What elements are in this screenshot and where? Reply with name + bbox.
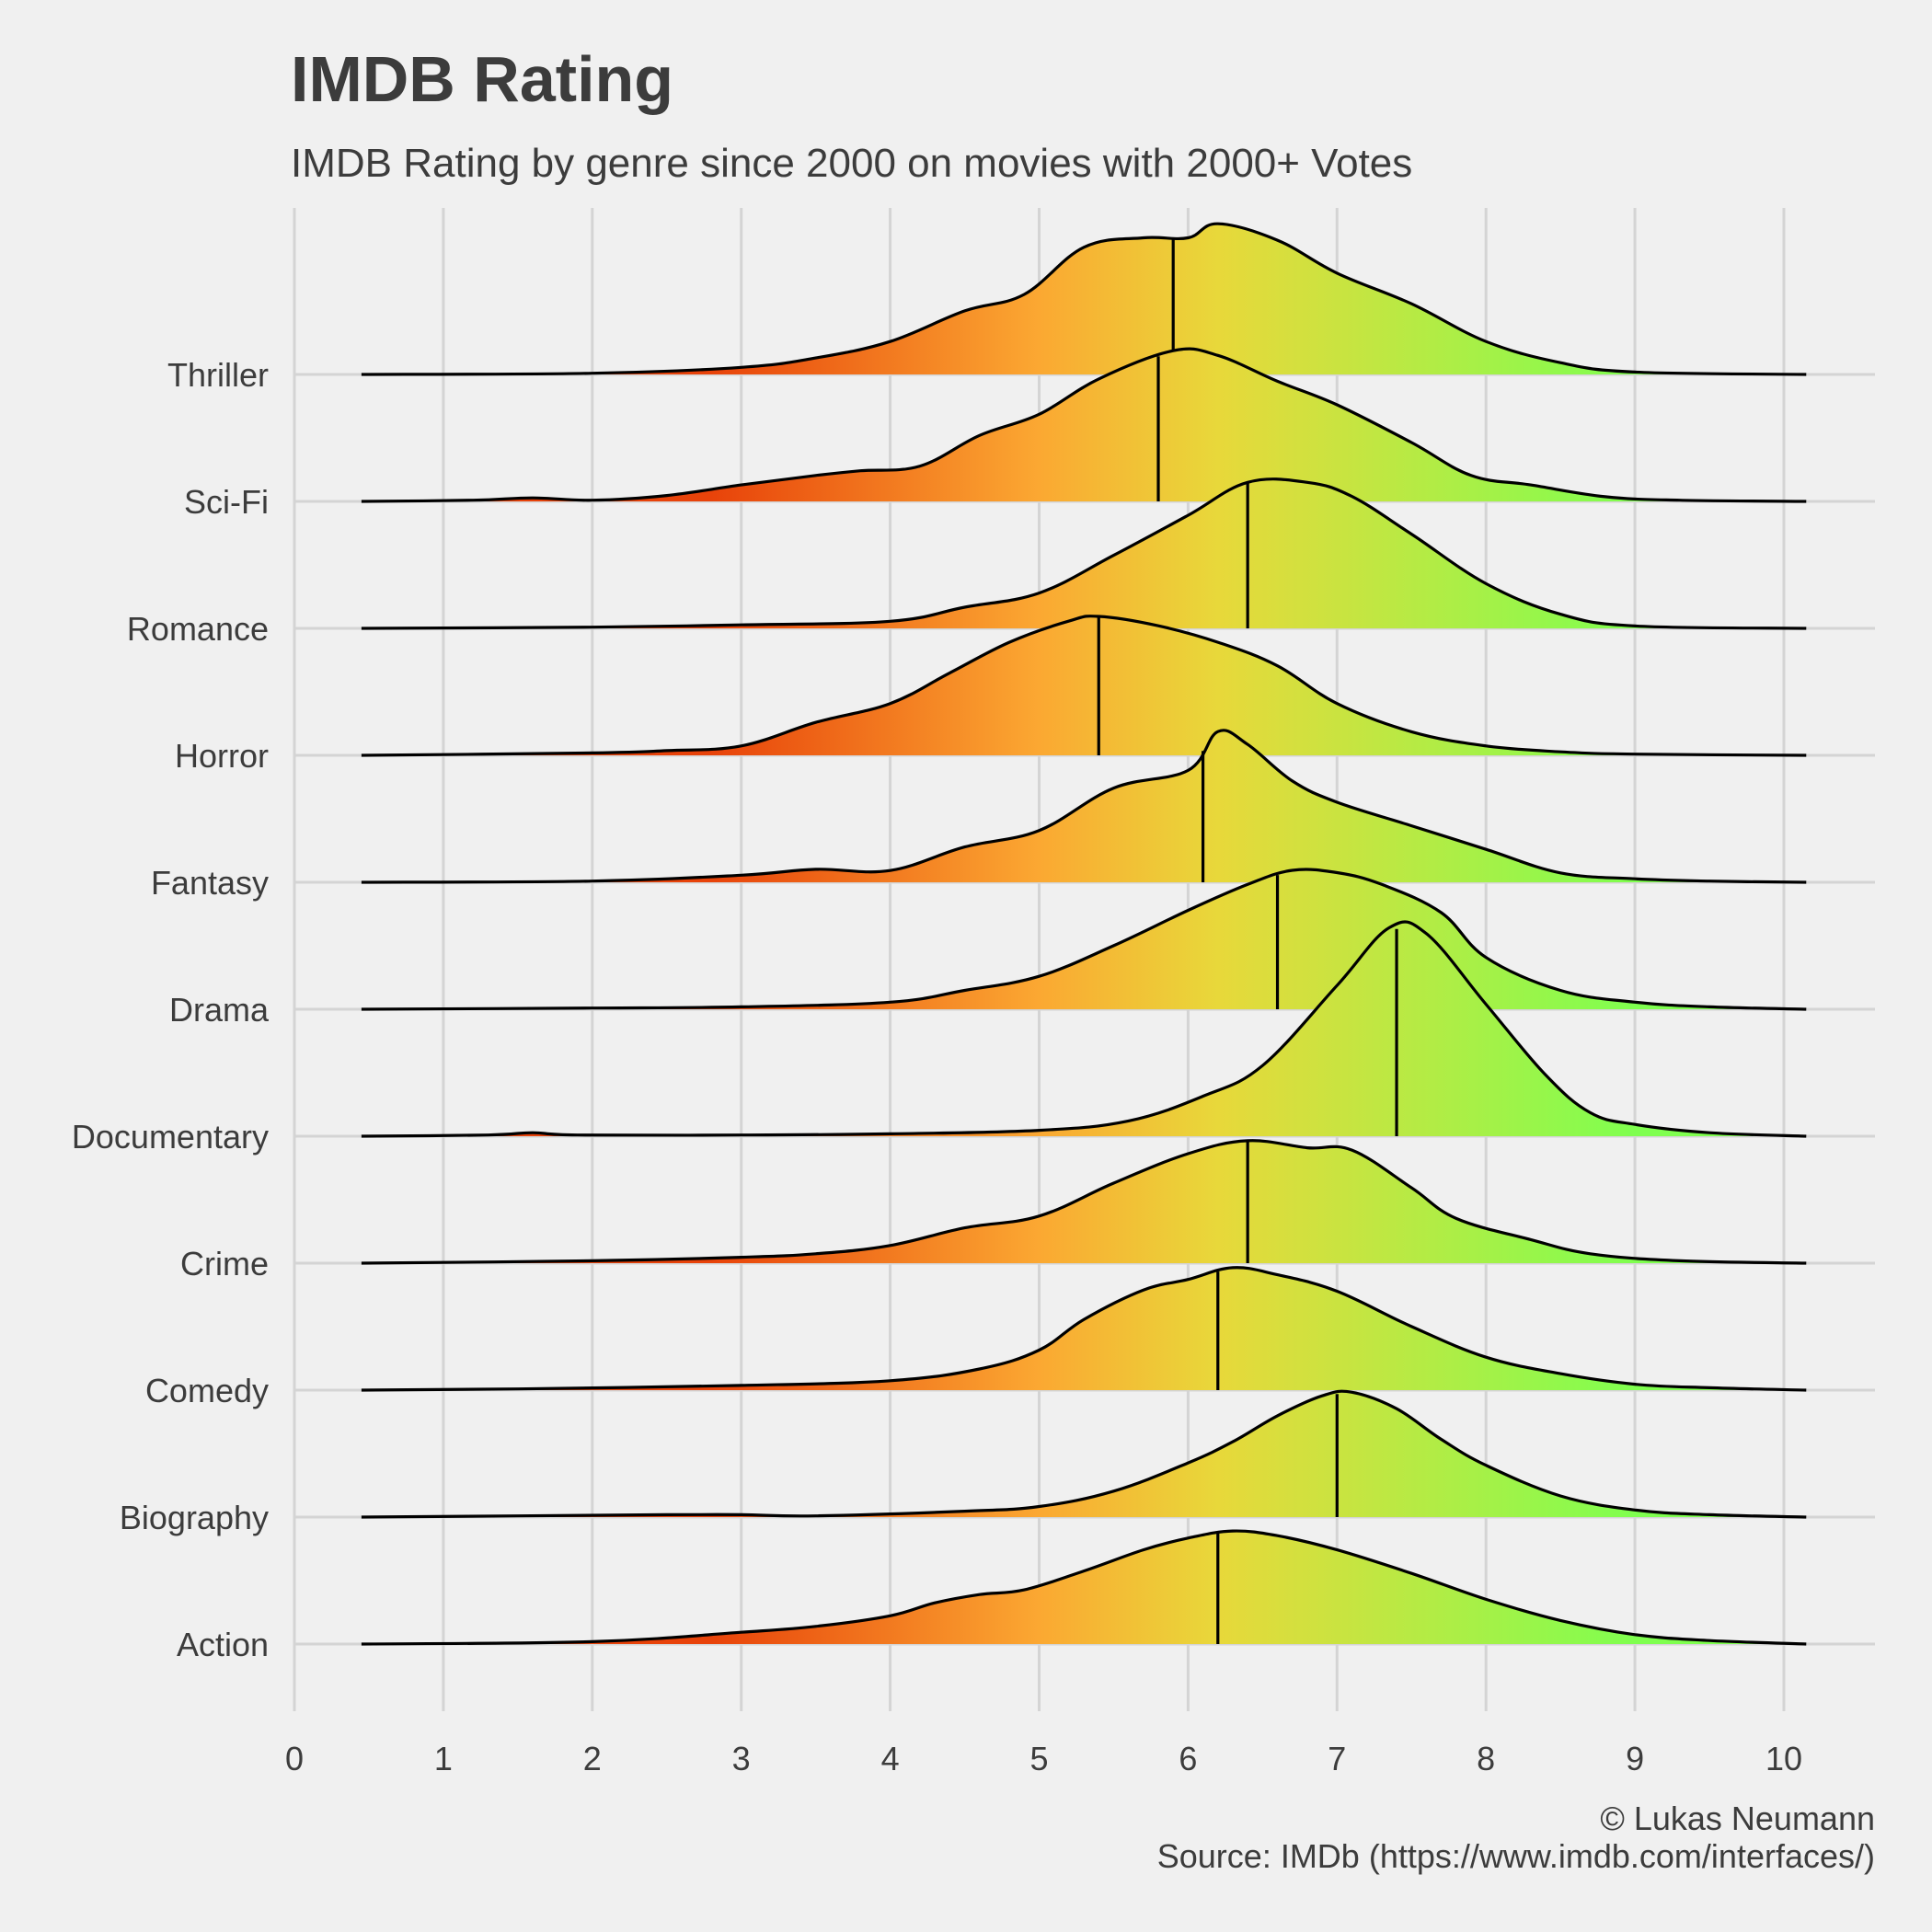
ridge-romance	[361, 477, 1807, 630]
ridge-fill-romance	[361, 478, 1807, 628]
chart-title: IMDB Rating	[291, 43, 673, 115]
y-label-romance: Romance	[127, 610, 269, 648]
ridge-fill-documentary	[361, 921, 1807, 1136]
y-label-drama: Drama	[169, 991, 270, 1029]
ridges	[361, 222, 1807, 1646]
ridge-fantasy	[361, 729, 1807, 884]
ridge-line-documentary	[361, 920, 1807, 1138]
x-tick-label-5: 5	[1029, 1740, 1048, 1777]
y-label-documentary: Documentary	[72, 1118, 269, 1156]
ridge-fill-drama	[361, 869, 1807, 1009]
y-label-fantasy: Fantasy	[151, 864, 269, 902]
ridge-line-fantasy	[361, 729, 1807, 884]
ridge-line-crime	[361, 1139, 1807, 1265]
y-label-biography: Biography	[120, 1499, 269, 1536]
x-tick-label-2: 2	[583, 1740, 602, 1777]
x-tick-label-4: 4	[881, 1740, 900, 1777]
y-label-comedy: Comedy	[145, 1372, 269, 1409]
y-label-crime: Crime	[180, 1245, 269, 1282]
ridge-line-thriller	[361, 222, 1807, 376]
ridge-fill-horror	[361, 615, 1807, 755]
y-label-sci-fi: Sci-Fi	[184, 483, 269, 521]
ridge-fill-fantasy	[361, 730, 1807, 882]
x-tick-label-9: 9	[1626, 1740, 1644, 1777]
ridge-line-drama	[361, 868, 1807, 1011]
ridge-fill-thriller	[361, 224, 1807, 374]
ridge-action	[361, 1529, 1807, 1646]
y-label-action: Action	[177, 1626, 269, 1663]
ridge-fill-comedy	[361, 1267, 1807, 1390]
x-tick-label-3: 3	[732, 1740, 751, 1777]
x-tick-label-7: 7	[1328, 1740, 1346, 1777]
ridge-thriller	[361, 222, 1807, 376]
ridge-drama	[361, 868, 1807, 1011]
x-axis-ticks: 0 1 2 3 4 5 6 7 8 9 10	[285, 1740, 1802, 1777]
caption-source: Source: IMDb (https://www.imdb.com/inter…	[1157, 1837, 1875, 1875]
ridge-sci-fi	[361, 347, 1807, 503]
y-label-thriller: Thriller	[167, 356, 269, 394]
ridge-line-sci-fi	[361, 347, 1807, 503]
y-label-horror: Horror	[175, 737, 269, 775]
caption-credit: © Lukas Neumann	[1600, 1800, 1875, 1837]
chart-subtitle: IMDB Rating by genre since 2000 on movie…	[291, 141, 1412, 186]
ridge-horror	[361, 615, 1807, 757]
x-tick-label-1: 1	[434, 1740, 453, 1777]
x-tick-label-8: 8	[1477, 1740, 1495, 1777]
ridge-comedy	[361, 1266, 1807, 1392]
ridge-line-biography	[361, 1389, 1807, 1519]
x-tick-label-6: 6	[1179, 1740, 1197, 1777]
ridge-documentary	[361, 920, 1807, 1138]
ridge-fill-biography	[361, 1391, 1807, 1517]
ridge-crime	[361, 1139, 1807, 1265]
x-tick-label-0: 0	[285, 1740, 304, 1777]
ridge-line-action	[361, 1529, 1807, 1646]
x-tick-label-10: 10	[1765, 1740, 1802, 1777]
ridge-biography	[361, 1389, 1807, 1519]
ridge-fill-action	[361, 1531, 1807, 1644]
ridge-line-romance	[361, 477, 1807, 630]
ridge-fill-crime	[361, 1140, 1807, 1263]
ridge-line-comedy	[361, 1266, 1807, 1392]
y-axis-labels: Action Biography Comedy Crime Documentary Dra…	[72, 356, 270, 1663]
